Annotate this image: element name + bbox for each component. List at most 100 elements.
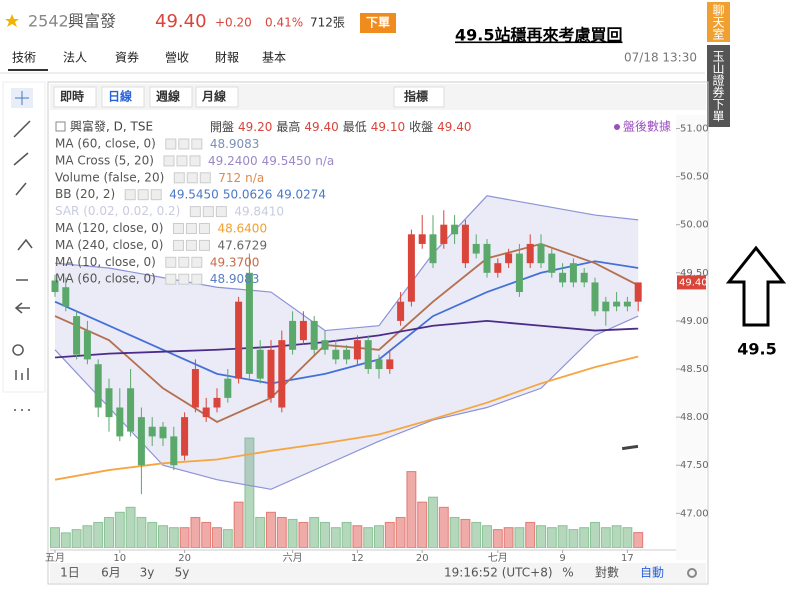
indicator-icon[interactable] (186, 172, 198, 184)
indicator-icon[interactable] (165, 273, 177, 285)
candle-body (51, 280, 59, 293)
indicator-value: 47.6729 (217, 238, 267, 252)
star-icon[interactable] (5, 14, 19, 27)
toolbar-label[interactable]: 週線 (156, 89, 180, 104)
toolbar-label[interactable]: 指標 (404, 89, 428, 104)
broker-label[interactable]: 玉山證券下單 (711, 50, 725, 122)
indicator-icon[interactable] (215, 206, 227, 218)
volume-bar (212, 527, 222, 548)
indicator-icon[interactable] (198, 239, 210, 251)
tab[interactable]: 財報 (215, 50, 239, 65)
toolbar-label[interactable]: 即時 (60, 89, 84, 104)
volume-bar (536, 525, 546, 548)
range-button[interactable]: 3y (140, 566, 155, 580)
indicator-icon[interactable] (191, 273, 203, 285)
toolbar-button[interactable] (195, 86, 239, 108)
indicator-icon[interactable] (185, 223, 197, 234)
tab[interactable]: 資券 (115, 50, 139, 65)
range-button[interactable]: 5y (175, 566, 190, 580)
toolbar-button[interactable] (393, 86, 445, 108)
volume-bar (158, 525, 168, 548)
indicator-icon[interactable] (178, 138, 190, 150)
candle-body (505, 253, 513, 264)
indicator-readout: 49.2400 49.5450 n/a (208, 153, 334, 167)
auto-toggle[interactable]: 自動 (640, 566, 664, 580)
indicator-icon[interactable] (178, 256, 190, 268)
candle-body (483, 243, 491, 273)
settings-icon[interactable] (687, 568, 697, 578)
clock: 19:16:52 (UTC+8) (444, 566, 553, 580)
annotation: 49.5站穩再來考慮買回 (455, 26, 622, 45)
toolbar-button[interactable] (53, 86, 97, 108)
ohlc-item: 49.40 (304, 120, 338, 134)
indicator-icon[interactable] (191, 138, 203, 150)
x-tick-label: 10 (113, 553, 126, 564)
toolbar-label[interactable]: 日線 (108, 89, 132, 104)
ohlc-legend: 開盤 49.20 最高 49.40 最低 49.10 收盤 49.40 (210, 119, 472, 134)
price-tag (677, 275, 706, 290)
indicator-icon[interactable] (163, 155, 175, 167)
indicator-icon[interactable] (198, 223, 210, 234)
volume-bar (471, 521, 482, 548)
range-button[interactable]: 1日 (60, 566, 80, 580)
indicator-icon[interactable] (150, 189, 162, 201)
indicator-icon[interactable] (189, 155, 201, 167)
indicator-icon[interactable] (124, 189, 136, 201)
indicator-value: n/a (315, 153, 334, 167)
y-tick-label: 47.50 (680, 460, 709, 471)
tool-icons[interactable] (12, 120, 33, 411)
indicator-readout: 48.6400 (217, 221, 267, 235)
toolbar-button[interactable] (149, 86, 193, 108)
volume-bar (82, 525, 93, 548)
tab[interactable]: 基本 (262, 51, 286, 65)
indicator-icon[interactable] (202, 206, 214, 218)
indicator-icon[interactable] (189, 206, 201, 218)
indicator-icon[interactable] (137, 189, 149, 201)
volume-bar (114, 511, 125, 548)
indicator-icon[interactable] (172, 239, 184, 251)
candle-body (202, 407, 210, 418)
chat-label[interactable]: 聊天室 (711, 4, 725, 40)
indicator-icon[interactable] (173, 172, 185, 184)
indicator-icon[interactable] (172, 223, 184, 234)
indicator-icon[interactable] (176, 155, 188, 167)
tab[interactable]: 法人 (63, 51, 87, 65)
price: 49.40 (155, 11, 207, 32)
indicator-value: 49.5450 (262, 153, 312, 167)
chat-tab[interactable] (707, 2, 730, 42)
indicator-icon[interactable] (178, 273, 190, 285)
tab[interactable]: 技術 (12, 51, 36, 65)
ma-line (54, 320, 639, 359)
candle-body (472, 243, 480, 254)
order-button-label[interactable]: 下單 (366, 16, 390, 30)
volume-bar (50, 527, 60, 548)
indicator-icon[interactable] (191, 256, 203, 268)
pct-toggle[interactable]: % (562, 566, 573, 580)
broker-tab[interactable] (707, 45, 730, 127)
indicator-icon[interactable] (165, 138, 177, 150)
candle-body (235, 301, 243, 379)
indicator-icon[interactable] (199, 172, 211, 184)
indicator-icon[interactable] (165, 256, 177, 268)
stock-code: 2542 (28, 12, 69, 31)
tab[interactable]: 營收 (165, 51, 189, 65)
indicator-icon[interactable] (185, 239, 197, 251)
bb-lower (54, 315, 639, 490)
volume-bar (546, 527, 557, 548)
indicator-value: 49.8410 (234, 204, 284, 218)
candle-body (515, 253, 523, 293)
volume-bar (147, 521, 158, 548)
ohlc-item: 收盤 (409, 120, 433, 134)
toolbar-button[interactable] (101, 86, 145, 108)
volume-bar (525, 521, 536, 548)
bb-area (55, 195, 639, 490)
log-toggle[interactable]: 對數 (595, 566, 619, 580)
volume-bar (190, 516, 201, 548)
toolbar-label[interactable]: 月線 (201, 89, 226, 104)
volume-bar (93, 521, 104, 548)
range-button[interactable]: 6月 (101, 566, 121, 580)
up-arrow (725, 245, 787, 327)
candle-body (364, 340, 372, 370)
candle-body (407, 234, 415, 302)
order-button[interactable] (360, 13, 396, 33)
